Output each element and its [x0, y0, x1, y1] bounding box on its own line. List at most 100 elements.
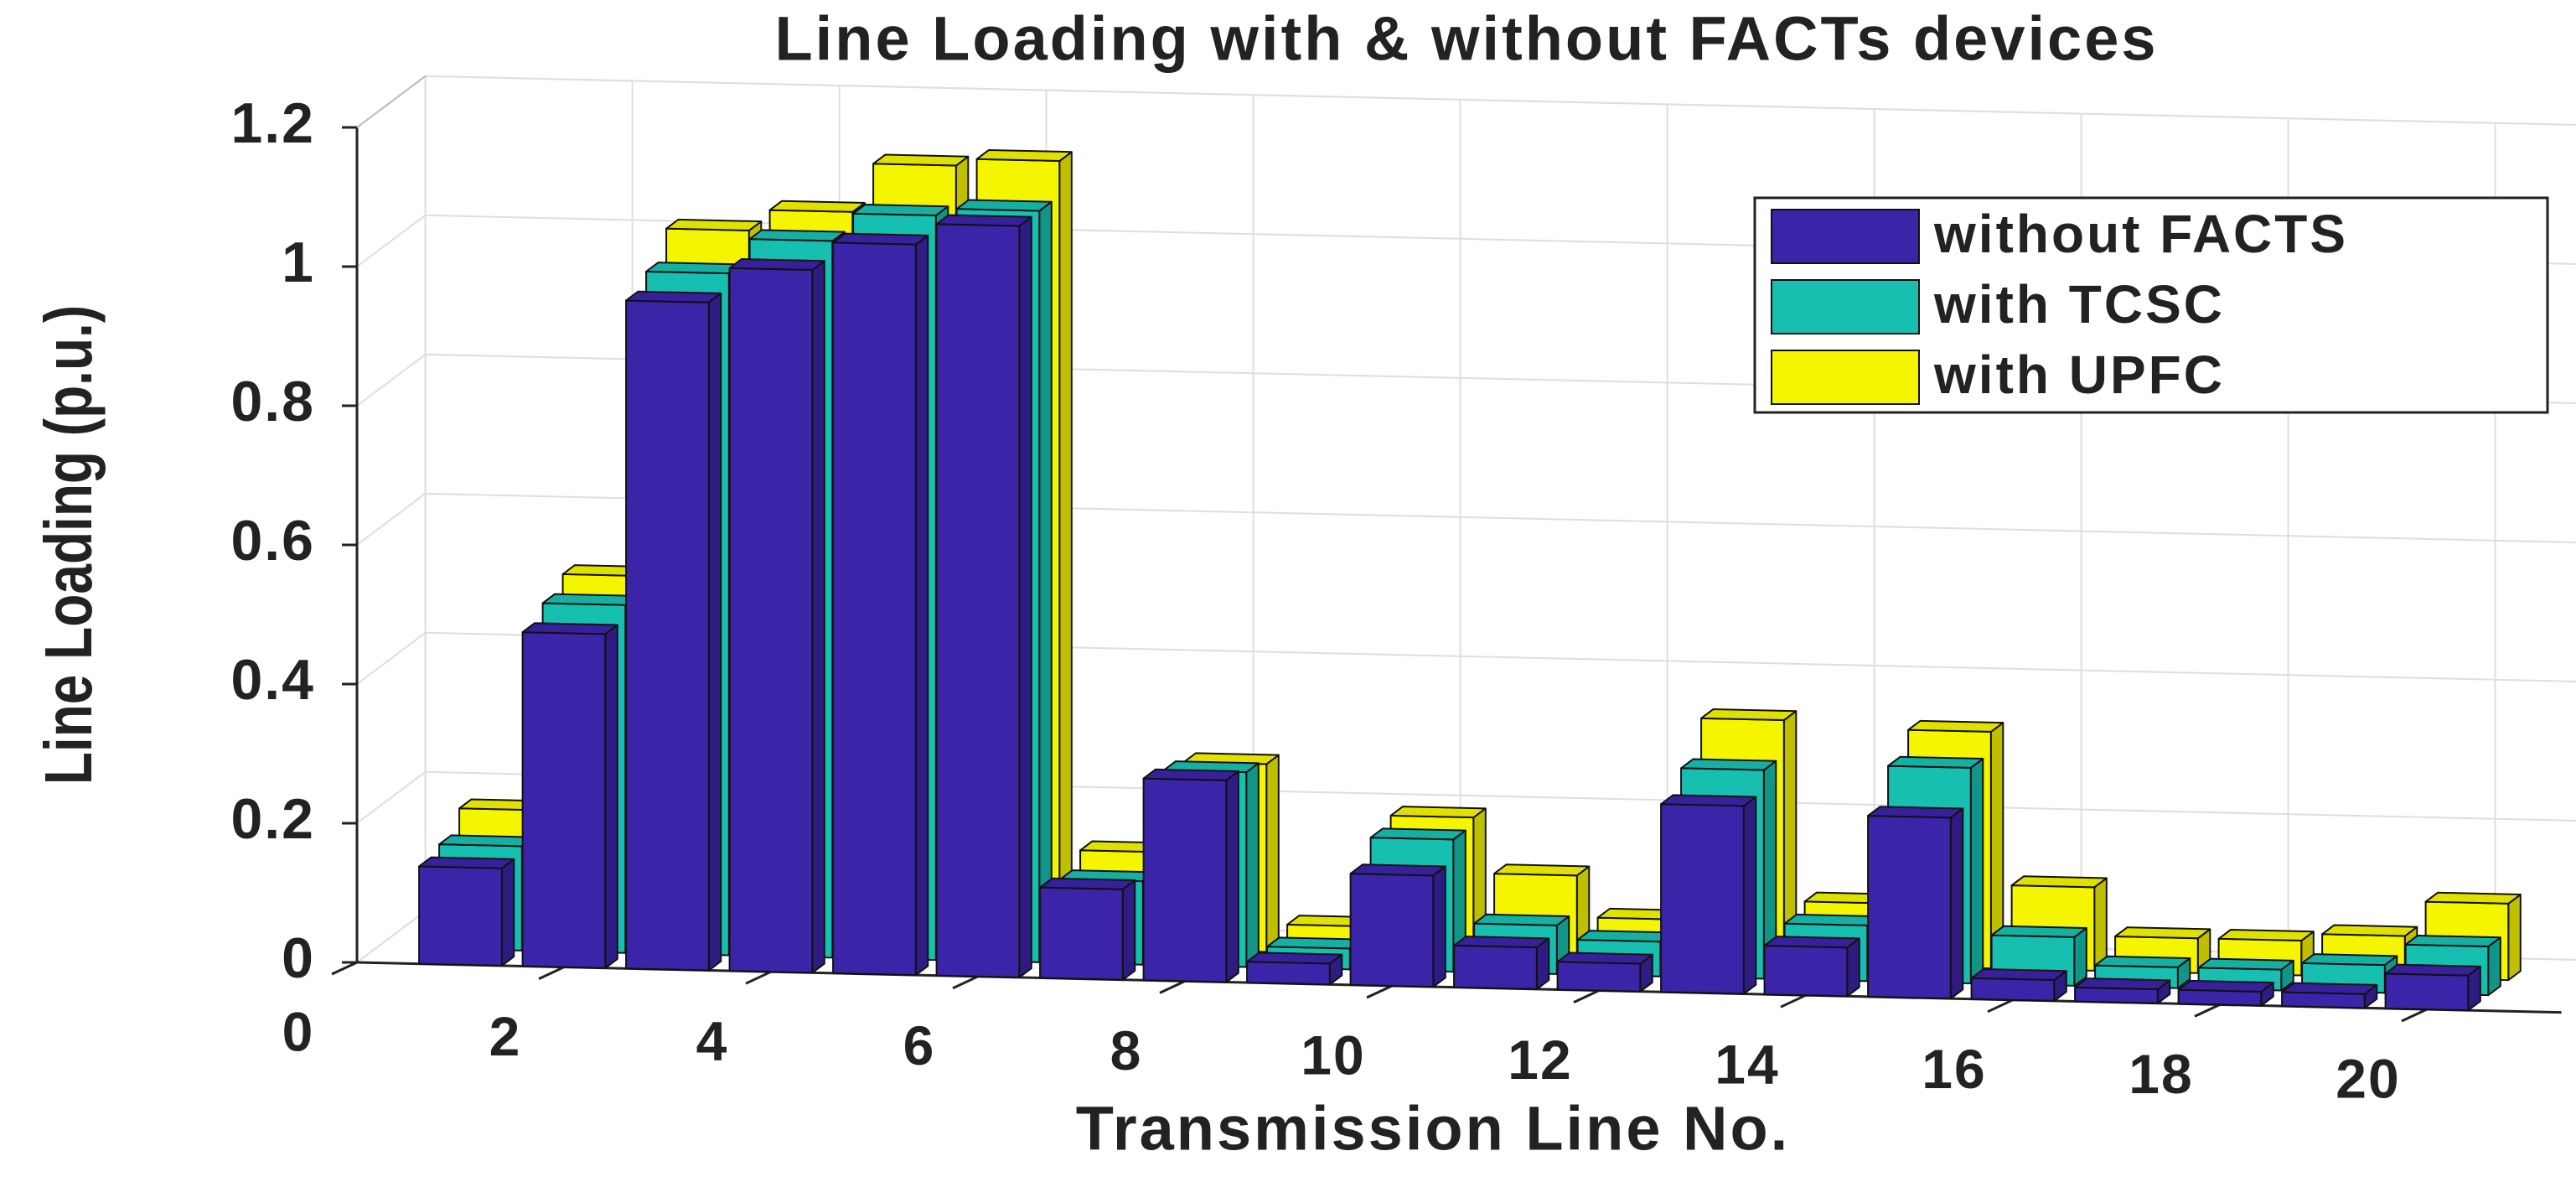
y-tick-label: 1 [282, 231, 315, 294]
bar-top [2321, 924, 2418, 937]
bar-top [2074, 977, 2171, 991]
bar-top [748, 229, 846, 242]
bar-side [811, 260, 825, 974]
bar-top [2010, 875, 2108, 889]
bar-top [1700, 708, 1798, 722]
bar [1142, 768, 1239, 983]
bar [2281, 982, 2378, 1009]
bar-top [1389, 806, 1487, 819]
legend-swatch [1771, 279, 1920, 334]
bar [418, 856, 515, 967]
x-tick-label: 0 [282, 1000, 315, 1062]
x-tick-label: 16 [1922, 1038, 1986, 1100]
x-tick [2194, 1003, 2221, 1018]
bar-side [1245, 762, 1260, 968]
x-tick [1780, 993, 1807, 1008]
bar [1349, 863, 1446, 988]
bar-front [1039, 886, 1124, 981]
bar [1660, 794, 1757, 995]
bar-side [500, 858, 515, 967]
x-tick [952, 975, 979, 990]
x-tick [331, 961, 358, 976]
bar-side [1265, 754, 1280, 953]
bar-top [935, 214, 1032, 227]
bar-front [728, 267, 814, 974]
legend-label: with UPFC [1933, 345, 2225, 405]
bar-front [1970, 977, 2056, 1002]
grid-line [1598, 104, 1668, 992]
bar-side [2507, 894, 2522, 982]
y-tick-label: 0 [282, 926, 315, 990]
bar-top [2094, 955, 2191, 968]
bar-side [1121, 879, 1136, 981]
bar-top [768, 200, 866, 213]
legend-label: with TCSC [1933, 274, 2225, 334]
bar-front [2384, 972, 2470, 1012]
bar-top [438, 834, 535, 848]
bar-side [1225, 770, 1239, 983]
y-tick-label: 0.4 [230, 648, 315, 712]
bar-top [832, 232, 929, 246]
x-tick [1159, 980, 1186, 994]
bar-top [1970, 967, 2067, 982]
bar-front [418, 865, 503, 967]
bar-side [1432, 865, 1446, 988]
x-tick-label: 4 [696, 1010, 729, 1072]
bar-top [1142, 768, 1239, 781]
x-tick-label: 12 [1508, 1029, 1572, 1091]
bar-top [728, 257, 825, 272]
bar-top [2424, 891, 2522, 905]
bar-top [1266, 936, 1363, 950]
bar-top [1039, 877, 1136, 890]
x-tick [1366, 984, 1393, 999]
bar [1867, 806, 1964, 1000]
legend-swatch [1771, 209, 1920, 264]
bar-top [1369, 827, 1466, 841]
bar [1453, 936, 1550, 990]
bar-front [625, 299, 710, 972]
bar-front [935, 223, 1021, 978]
y-tick-label: 0.2 [230, 787, 315, 851]
x-tick-label: 2 [489, 1005, 522, 1067]
x-tick-label: 8 [1110, 1019, 1143, 1081]
y-axis-label: Line Loading (p.u.) [31, 305, 106, 785]
bar-side [1058, 151, 1073, 948]
bar [2177, 979, 2274, 1007]
bar-front [521, 631, 607, 969]
chart-title: Line Loading with & without FACTs device… [774, 4, 2158, 74]
x-tick [2401, 1008, 2428, 1023]
grid-line [356, 75, 2576, 128]
bar [728, 257, 825, 974]
bar-front [1453, 944, 1538, 990]
y-tick-label: 1.2 [230, 91, 315, 155]
bar-top [1493, 863, 1591, 877]
bar-top [625, 290, 722, 303]
bar-top [1783, 913, 1880, 926]
bar [1039, 877, 1136, 981]
x-axis-label: Transmission Line No. [1076, 1094, 1791, 1164]
bar-top [1349, 863, 1446, 877]
x-tick [1987, 998, 2014, 1014]
x-tick-label: 6 [903, 1014, 936, 1076]
bar [2074, 977, 2171, 1004]
bar-top [521, 622, 618, 635]
x-tick-label: 10 [1301, 1024, 1365, 1086]
x-tick [745, 970, 772, 985]
bar-side [1018, 215, 1032, 978]
bar-top [2177, 979, 2274, 993]
bar-side [604, 624, 618, 969]
bar [521, 622, 618, 969]
legend-swatch [1771, 350, 1920, 405]
bar [1970, 967, 2067, 1002]
x-tick [1573, 989, 1600, 1003]
bar-top [1246, 951, 1343, 965]
bar [2384, 963, 2481, 1012]
bar-top [1680, 758, 1777, 771]
bar-top [1907, 719, 2004, 733]
bar-side [1949, 807, 1964, 1000]
bar-top [955, 199, 1053, 212]
bar-top [2404, 934, 2501, 948]
x-tick-label: 18 [2129, 1043, 2193, 1105]
bar-top [1660, 794, 1757, 807]
